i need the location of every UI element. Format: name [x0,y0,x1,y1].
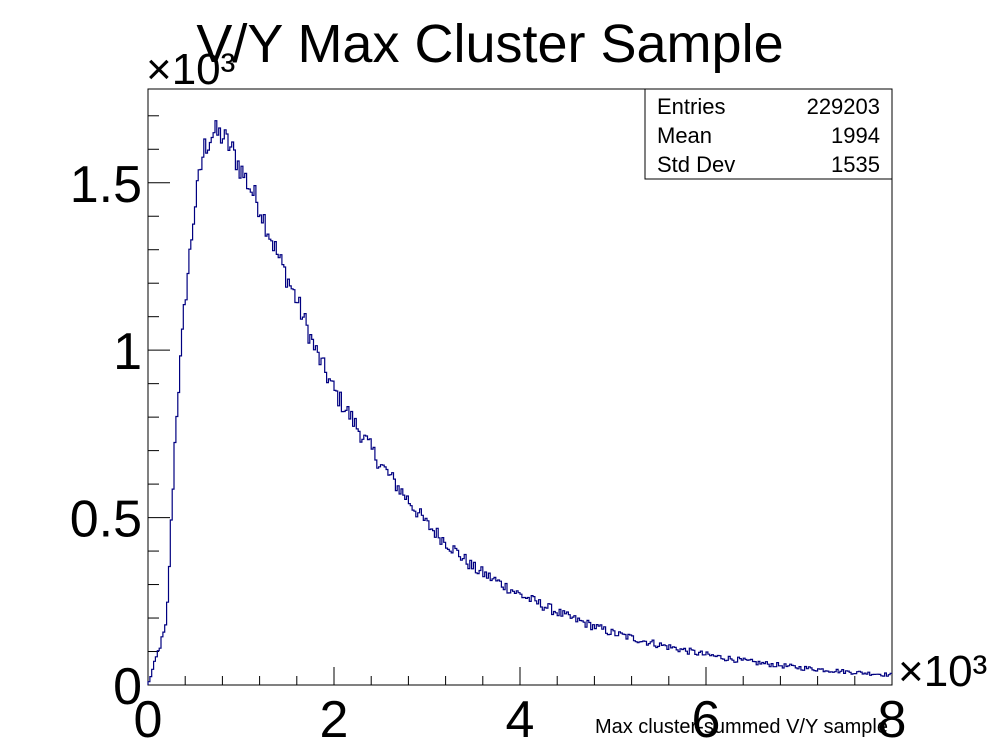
x-axis-tick-labels: 0 2 4 6 8 [134,691,907,744]
histogram-series-line [147,120,892,685]
stats-mean-value: 1994 [831,123,880,148]
stats-mean-label: Mean [657,123,712,148]
stats-box-frame [644,88,893,180]
stats-box: Entries 229203 Mean 1994 Std Dev 1535 [644,88,893,180]
stats-stddev-label: Std Dev [657,152,735,177]
x-axis-label: Max cluster-summed V/Y sample [595,716,888,738]
stats-entries-label: Entries [657,94,725,119]
stats-stddev-value: 1535 [831,152,880,177]
x-tick-label: 0 [134,691,163,744]
y-tick-label: 1 [113,323,142,381]
y-axis-tick-labels: 0 0.5 1 1.5 [70,156,142,716]
x-axis-multiplier: ×10³ [898,647,987,696]
x-tick-label: 8 [878,691,907,744]
x-tick-label: 4 [506,691,535,744]
y-axis-multiplier: ×10³ [146,45,235,94]
x-tick-label: 6 [692,691,721,744]
y-tick-label: 0.5 [70,491,142,549]
x-tick-label: 2 [320,691,349,744]
stats-entries-value: 229203 [807,94,880,119]
axis-ticks [147,115,893,686]
chart-title: V/Y Max Cluster Sample [196,14,783,74]
y-tick-label: 1.5 [70,156,142,214]
y-tick-label: 0 [113,658,142,716]
